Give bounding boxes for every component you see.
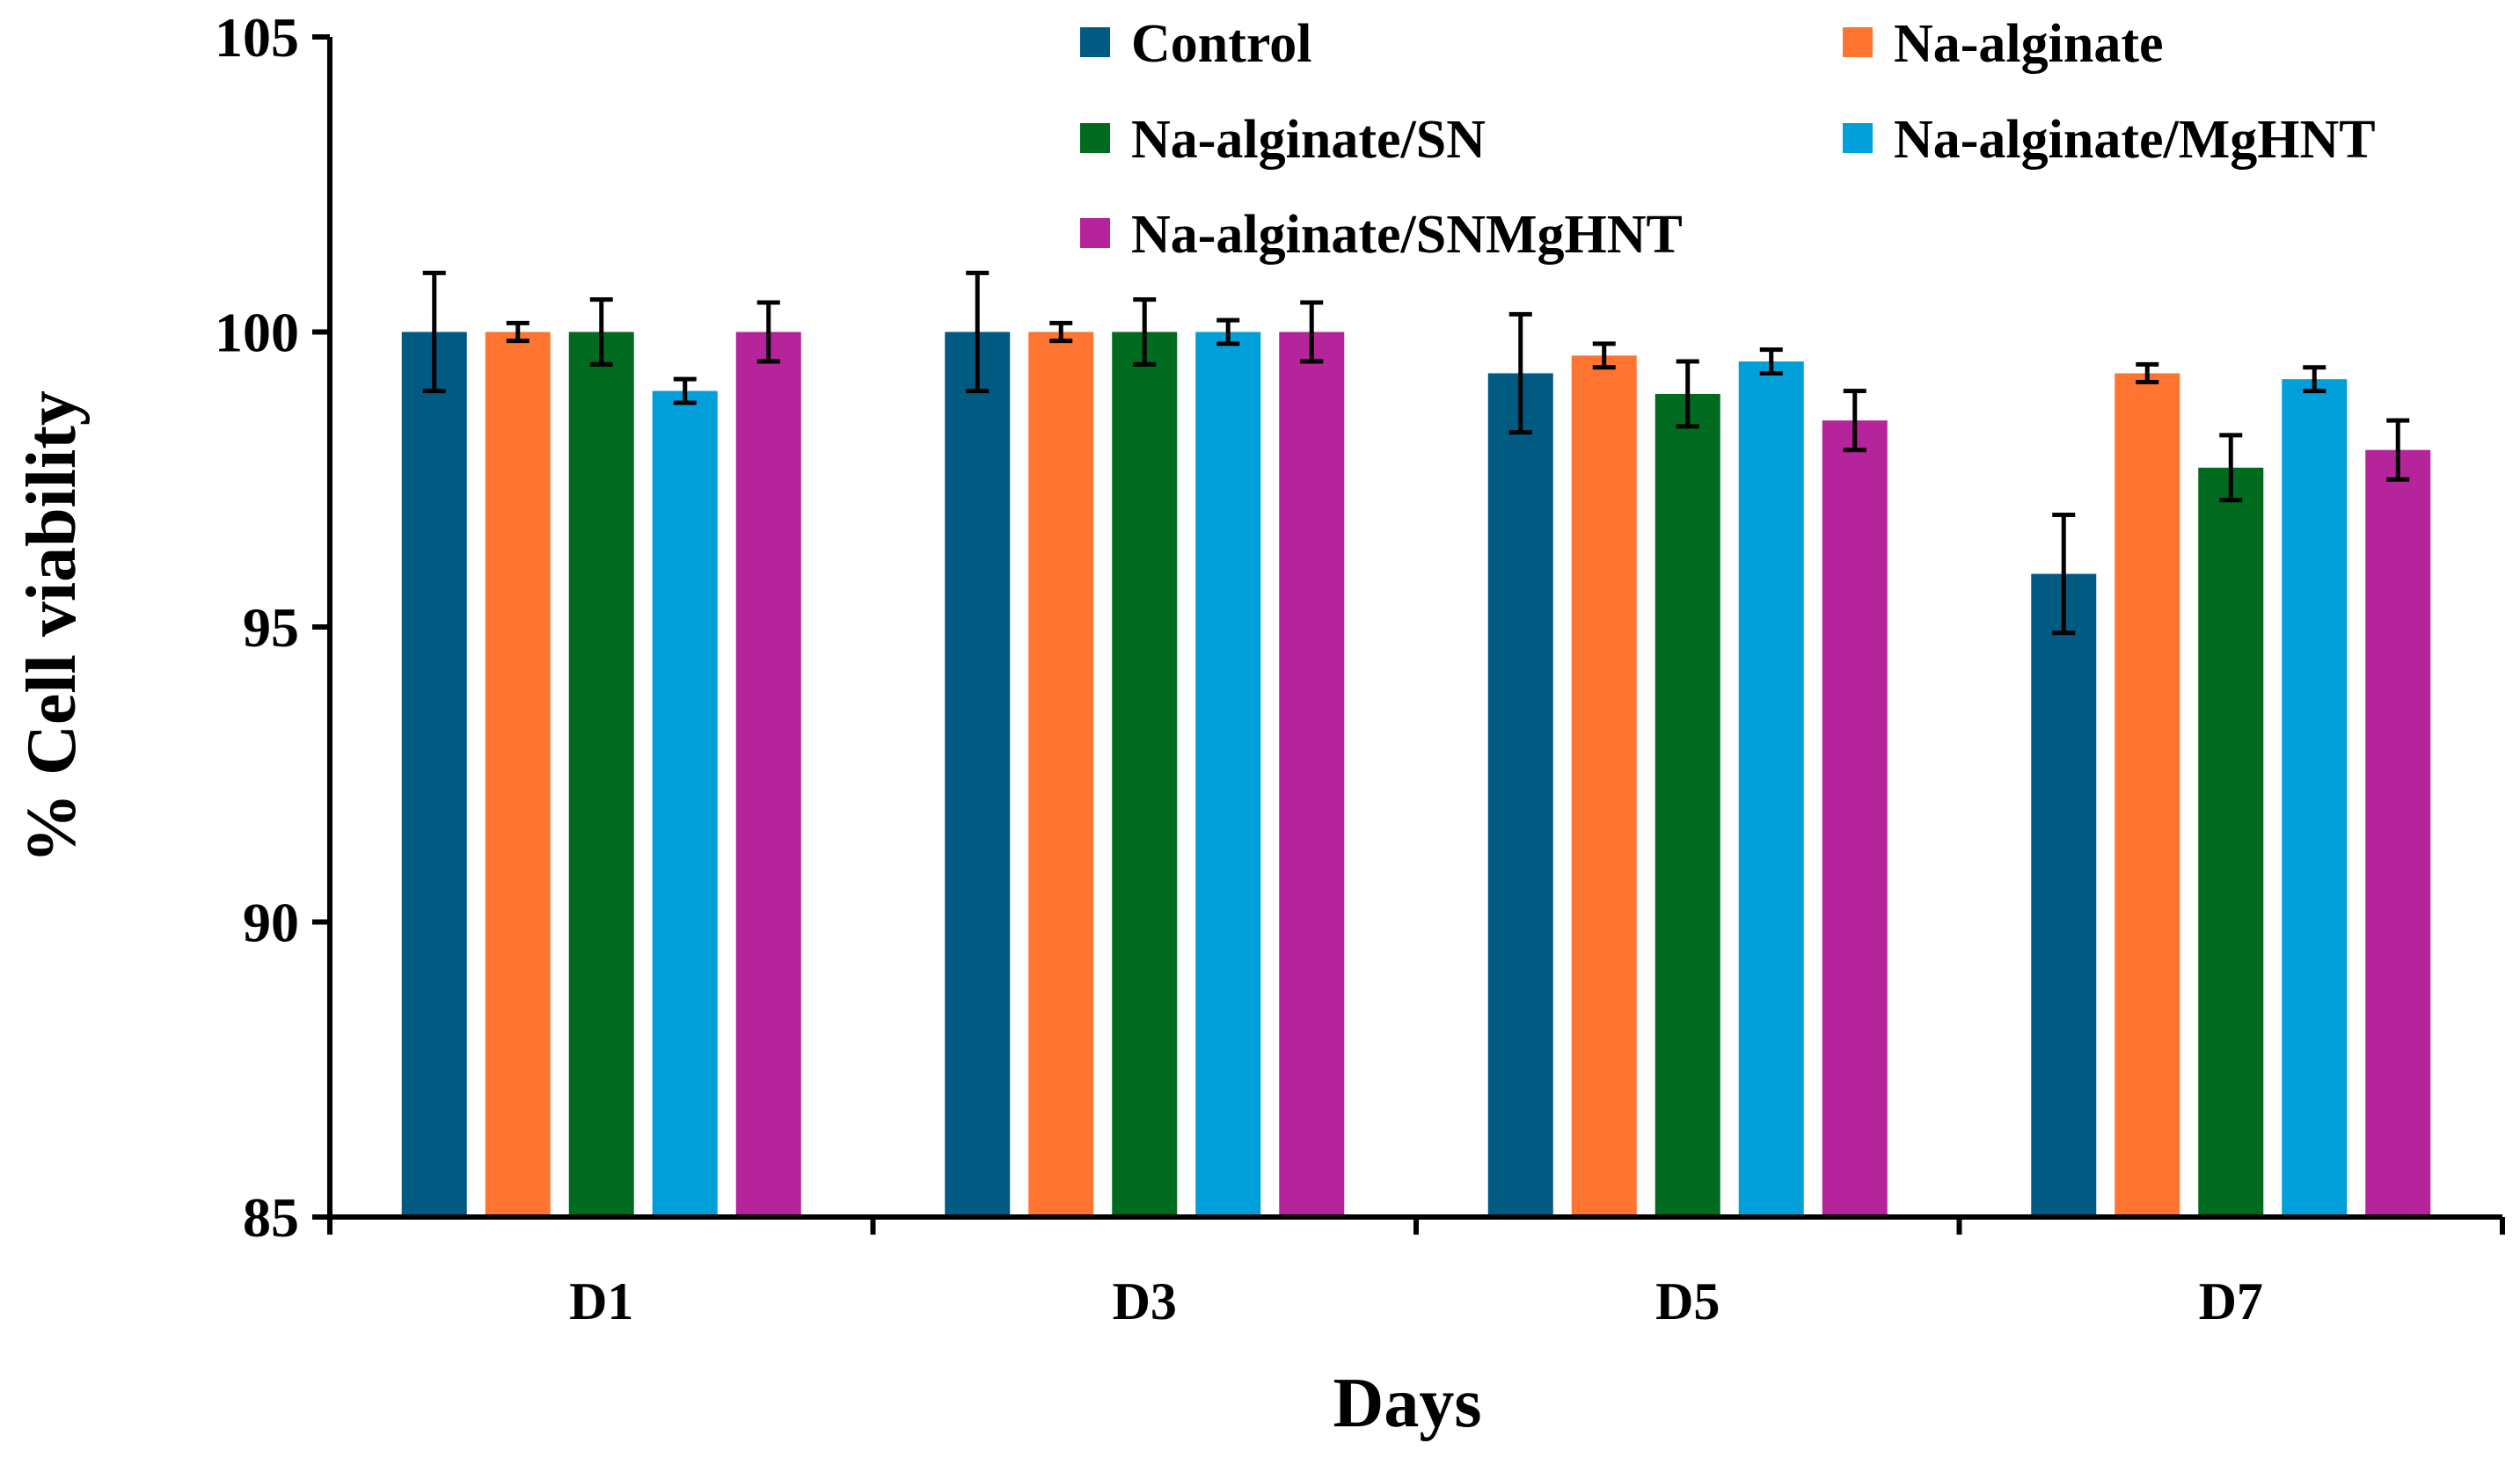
error-bar [1049,320,1073,344]
error-bars-layer [422,270,2410,636]
error-bar [2386,418,2410,482]
error-bar [2136,361,2159,385]
y-axis-title: % Cell viability [13,390,91,864]
y-tick-label: 90 [243,892,299,954]
error-bar [673,376,697,405]
y-tick-label: 100 [215,302,299,364]
legend-label: Na-alginate/MgHNT [1894,110,2376,170]
error-bar [1676,359,1699,429]
bar [1487,373,1553,1218]
legend-item: Na-alginate/SN [1080,110,1486,170]
legend-swatch [1080,123,1110,153]
error-bar [1300,300,1324,364]
bar [2031,573,2097,1217]
bar [1738,361,1804,1217]
legend-swatch [1843,27,1873,57]
legend-label: Control [1131,14,1312,74]
legend-label: Na-alginate [1894,14,2164,74]
legend-swatch [1080,27,1110,57]
bar [1571,355,1637,1218]
error-bar [1843,389,1866,453]
error-bar [1216,317,1240,346]
x-category-label: D3 [1113,1272,1177,1330]
legend-item: Control [1080,14,1312,74]
error-bar [756,300,780,364]
y-ticks-layer: 85 90 95 100 105 [215,6,330,1249]
error-bar [2219,433,2243,503]
y-tick-label: 105 [215,6,299,69]
x-category-label: D5 [1655,1272,1720,1330]
error-bar [2052,513,2076,636]
bar [945,332,1011,1217]
bar [2115,373,2180,1218]
bar [2198,467,2264,1217]
x-ticks-layer: D1 D3 D5 D7 [327,1217,2505,1330]
error-bar [506,320,530,344]
bar [652,390,718,1218]
legend-item: Na-alginate [1843,14,2164,74]
bar [2282,379,2348,1217]
bar [1195,332,1261,1217]
y-tick-label: 85 [243,1186,299,1249]
legend: Control Na-alginate Na-alginate/SN Na-algin… [1080,14,2376,265]
error-bar [966,270,990,394]
bars-layer [401,332,2431,1218]
bar [1112,332,1178,1217]
legend-swatch [1843,123,1873,153]
bar [1279,332,1345,1217]
x-category-label: D7 [2199,1272,2263,1330]
bar [401,332,467,1217]
error-bar [1759,347,1783,375]
bar [568,332,634,1217]
error-bar [589,297,613,367]
x-axis-title: Days [1333,1365,1482,1442]
legend-item: Na-alginate/SNMgHNT [1080,205,1683,265]
bar [1028,332,1094,1217]
legend-label: Na-alginate/SN [1131,110,1486,170]
error-bar [1592,341,1616,370]
bar [1822,420,1888,1217]
error-bar [1133,297,1157,367]
legend-label: Na-alginate/SNMgHNT [1131,205,1683,265]
legend-item: Na-alginate/MgHNT [1843,110,2376,170]
error-bar [422,270,446,394]
bar [735,332,801,1217]
bar [485,332,551,1217]
y-tick-label: 95 [243,596,299,659]
bar [2365,449,2431,1217]
error-bar [1508,311,1532,435]
x-category-label: D1 [569,1272,633,1330]
error-bar [2303,365,2326,394]
legend-swatch [1080,218,1110,248]
bar [1654,393,1720,1218]
